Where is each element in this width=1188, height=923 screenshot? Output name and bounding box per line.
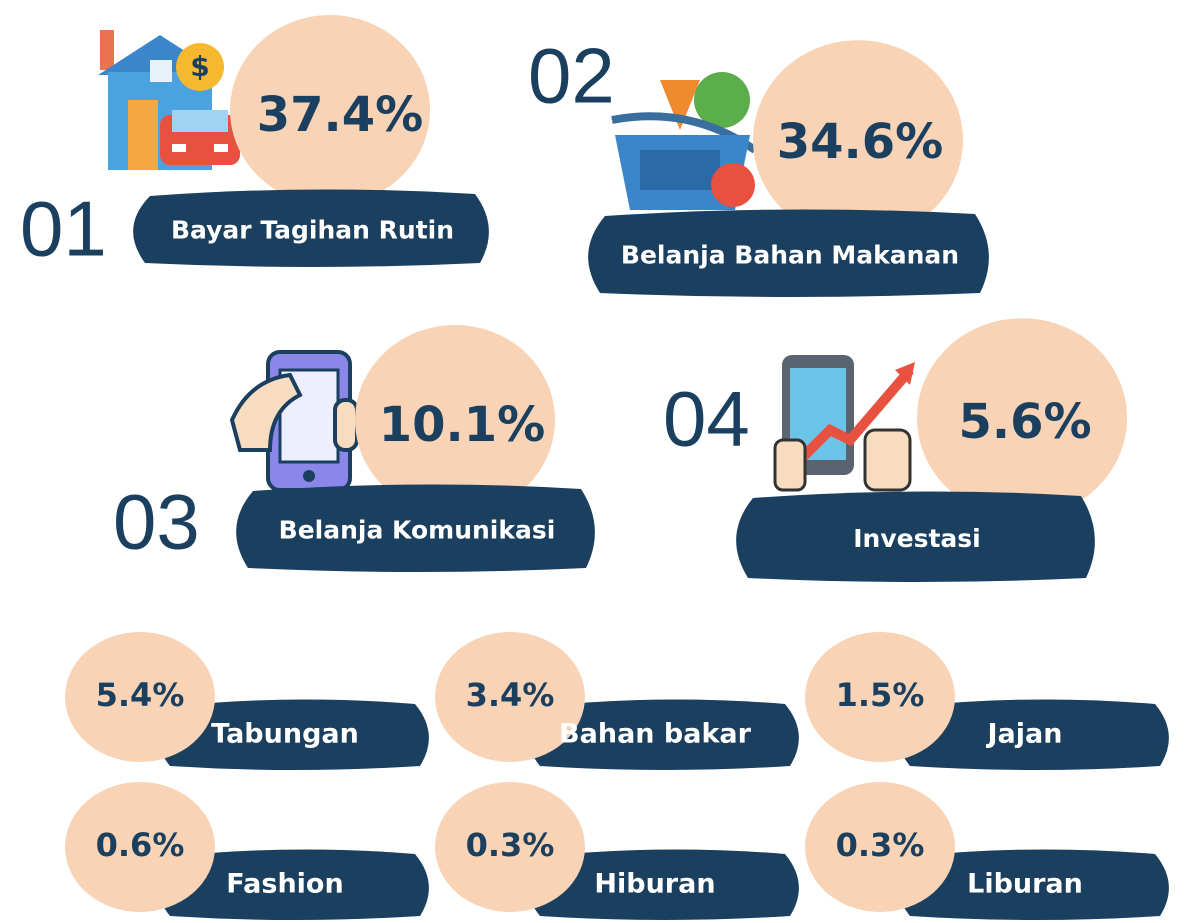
percent: 10.1% [379,397,546,453]
infographic: $ 01 37.4% Bayar Tagihan Rutin 02 34.6% Belan… [0,0,1188,923]
icon-basket [612,72,755,210]
percent: 34.6% [777,114,944,170]
percent: 3.4% [466,676,555,714]
percent: 5.4% [96,676,185,714]
label: Belanja Komunikasi [279,516,556,545]
percent: 1.5% [836,676,925,714]
item-number: 02 [528,32,615,120]
label: Jajan [986,719,1063,750]
percent: 0.3% [466,826,555,864]
label: Investasi [853,524,981,553]
label: Liburan [967,869,1083,900]
icon-phone [232,352,357,490]
percent: 0.6% [96,826,185,864]
item-number: 01 [20,185,107,273]
percent: 37.4% [257,87,424,143]
label: Fashion [226,869,343,900]
svg-text:$: $ [190,50,209,83]
icon-invest [775,355,915,490]
label: Hiburan [594,869,715,900]
item-number: 04 [663,375,750,463]
label: Belanja Bahan Makanan [621,241,959,270]
item-number: 03 [113,478,200,566]
label: Tabungan [211,719,359,750]
label: Bayar Tagihan Rutin [171,216,454,245]
percent: 5.6% [958,394,1091,450]
icon-house: $ [98,30,240,170]
page: {"main_items": [ {"number": "01", "perce… [0,0,1188,923]
label: Bahan bakar [559,719,752,750]
percent: 0.3% [836,826,925,864]
